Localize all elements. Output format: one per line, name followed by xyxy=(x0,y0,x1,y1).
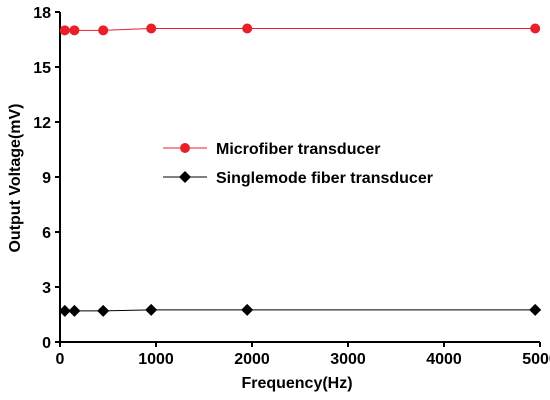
y-tick-label: 15 xyxy=(33,60,51,77)
legend-label: Microfiber transducer xyxy=(216,141,380,158)
legend-marker xyxy=(180,143,190,153)
x-tick-label: 3000 xyxy=(330,351,366,368)
legend-item: Microfiber transducer xyxy=(163,141,380,158)
y-tick-label: 0 xyxy=(42,335,51,352)
series-line xyxy=(64,309,536,312)
y-tick-label: 12 xyxy=(33,115,51,132)
data-point xyxy=(146,23,157,34)
data-point xyxy=(68,304,81,317)
legend-label: Singlemode fiber transducer xyxy=(216,170,433,187)
data-point xyxy=(59,25,70,36)
y-tick-label: 9 xyxy=(42,170,51,187)
legend-marker xyxy=(179,171,191,183)
x-axis-title: Frequency(Hz) xyxy=(241,375,352,392)
x-tick-label: 2000 xyxy=(234,351,270,368)
legend-item: Singlemode fiber transducer xyxy=(163,170,433,187)
data-point xyxy=(530,23,541,34)
y-tick-label: 18 xyxy=(33,5,51,22)
data-point xyxy=(97,304,110,317)
data-point xyxy=(98,25,109,36)
data-point xyxy=(58,304,71,317)
data-point xyxy=(529,303,542,316)
series-0 xyxy=(59,23,541,36)
series-line xyxy=(64,28,536,31)
x-tick-label: 0 xyxy=(56,351,65,368)
y-tick-label: 6 xyxy=(42,225,51,242)
x-tick-label: 1000 xyxy=(138,351,174,368)
series-layer xyxy=(58,23,542,317)
y-tick-label: 3 xyxy=(42,280,51,297)
y-axis-title: Output Voltage(mV) xyxy=(7,103,24,252)
legend: Microfiber transducer Singlemode fiber tr… xyxy=(163,141,433,187)
data-point xyxy=(241,303,254,316)
data-point xyxy=(69,25,80,36)
series-1 xyxy=(58,303,542,317)
data-point xyxy=(145,303,158,316)
x-tick-label: 4000 xyxy=(426,351,462,368)
y-ticks: 0 3 6 9 12 15 18 xyxy=(33,5,60,352)
data-point xyxy=(242,23,253,34)
